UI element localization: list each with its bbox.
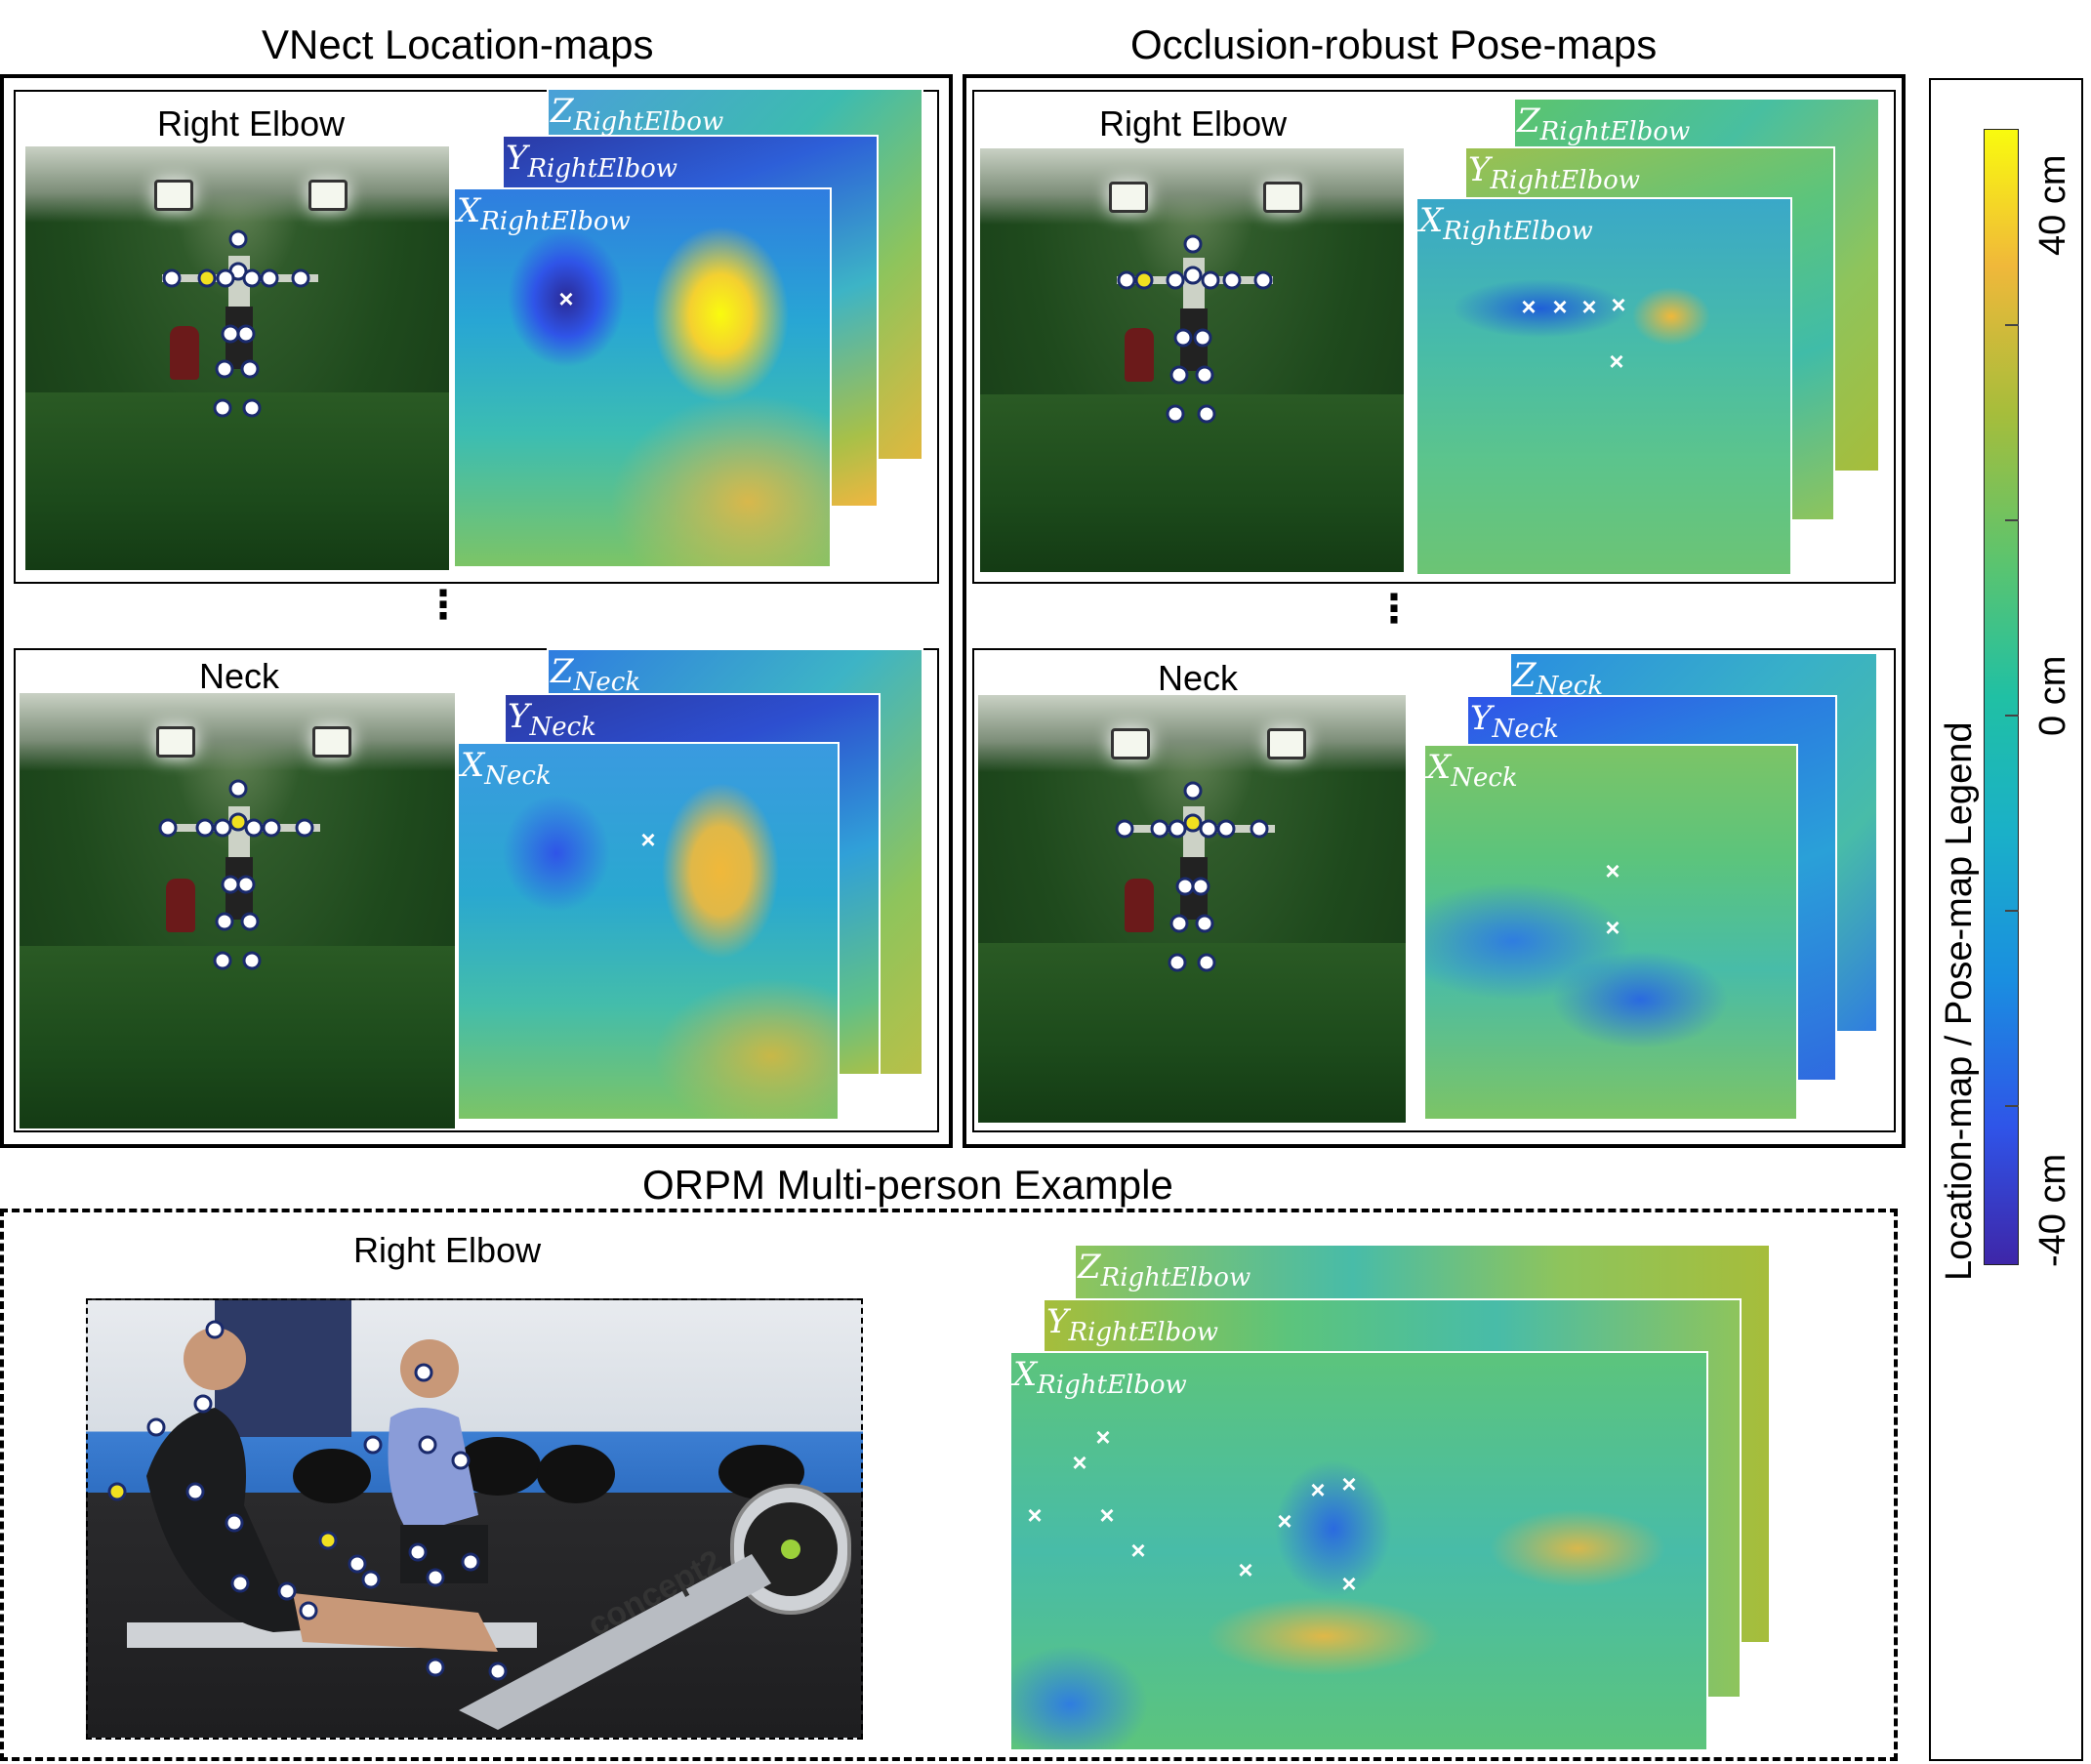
colorbar-tick bbox=[2005, 519, 2019, 521]
legend-title: Location-map / Pose-map Legend bbox=[1939, 721, 1980, 1281]
vnect-right-elbow-label: Right Elbow bbox=[157, 103, 346, 144]
multi-x-right-elbow-map: XRightElbow × × × × × × × × × × bbox=[1009, 1351, 1708, 1751]
vnect-section-title: VNect Location-maps bbox=[262, 21, 654, 67]
multi-section-title: ORPM Multi-person Example bbox=[642, 1162, 1173, 1208]
legend-mid-label: 0 cm bbox=[2032, 655, 2073, 736]
orpm-x-neck-map: XNeck × × bbox=[1423, 744, 1798, 1121]
multi-z-right-elbow-label: ZRightElbow bbox=[1078, 1248, 1251, 1292]
legend-min-label: -40 cm bbox=[2032, 1153, 2073, 1267]
orpm-right-elbow-marker: × bbox=[1552, 292, 1568, 321]
vnect-y-neck-label: YNeck bbox=[508, 697, 596, 742]
orpm-right-elbow-marker: × bbox=[1521, 292, 1537, 321]
vnect-x-neck-label: XNeck bbox=[461, 746, 552, 791]
orpm-right-elbow-marker: × bbox=[1609, 347, 1624, 376]
legend-box: 40 cm 0 cm -40 cm Location-map / Pose-ma… bbox=[1929, 78, 2083, 1761]
multi-right-elbow-marker: × bbox=[1027, 1500, 1043, 1530]
orpm-x-neck-label: XNeck bbox=[1427, 748, 1518, 793]
orpm-y-right-elbow-label: YRightElbow bbox=[1468, 150, 1641, 195]
orpm-right-elbow-subpanel: Right Elbow ZRi bbox=[972, 90, 1896, 584]
orpm-x-right-elbow-map: XRightElbow × × × × × bbox=[1415, 197, 1792, 576]
orpm-x-right-elbow-label: XRightElbow bbox=[1419, 201, 1593, 246]
vnect-neck-marker: × bbox=[640, 825, 656, 854]
colorbar bbox=[1984, 129, 2019, 1265]
colorbar-tick bbox=[2005, 324, 2019, 326]
vnect-x-neck-map: XNeck × bbox=[457, 742, 840, 1121]
vnect-right-elbow-photo bbox=[25, 146, 449, 570]
multi-right-elbow-marker: × bbox=[1095, 1422, 1111, 1452]
vnect-panel: Right Elbow bbox=[0, 74, 953, 1148]
multi-right-elbow-label: Right Elbow bbox=[353, 1230, 542, 1270]
colorbar-tick bbox=[2005, 715, 2019, 717]
orpm-right-elbow-marker: × bbox=[1581, 292, 1597, 321]
legend-max-label: 40 cm bbox=[2032, 154, 2073, 256]
multi-x-right-elbow-label: XRightElbow bbox=[1013, 1355, 1187, 1400]
multi-person-photo: concept2 bbox=[86, 1298, 863, 1740]
multi-right-elbow-marker: × bbox=[1341, 1469, 1357, 1498]
multi-right-elbow-marker: × bbox=[1099, 1500, 1115, 1530]
multi-right-elbow-marker: × bbox=[1310, 1475, 1326, 1504]
vnect-neck-photo bbox=[20, 693, 455, 1128]
orpm-panel: Right Elbow ZRi bbox=[963, 74, 1906, 1148]
vnect-right-elbow-marker: × bbox=[558, 284, 574, 313]
vnect-right-elbow-subpanel: Right Elbow bbox=[14, 88, 939, 584]
orpm-right-elbow-marker: × bbox=[1611, 290, 1626, 319]
orpm-neck-subpanel: Neck ZNeck bbox=[972, 648, 1896, 1132]
orpm-right-elbow-label: Right Elbow bbox=[1099, 103, 1288, 144]
orpm-neck-marker: × bbox=[1605, 913, 1620, 942]
multi-right-elbow-marker: × bbox=[1072, 1448, 1087, 1477]
orpm-right-elbow-photo bbox=[980, 148, 1404, 572]
vnect-z-neck-label: ZNeck bbox=[551, 652, 641, 697]
multi-right-elbow-marker: × bbox=[1341, 1569, 1357, 1598]
vnect-y-right-elbow-label: YRightElbow bbox=[506, 139, 678, 184]
multi-right-elbow-marker: × bbox=[1277, 1506, 1292, 1536]
multi-right-elbow-marker: × bbox=[1238, 1555, 1253, 1584]
vnect-x-right-elbow-label: XRightElbow bbox=[457, 191, 631, 236]
vnect-x-right-elbow-map: XRightElbow × bbox=[453, 187, 832, 568]
orpm-ellipsis: ⋮ bbox=[1374, 588, 1414, 631]
vnect-neck-label: Neck bbox=[199, 656, 280, 696]
orpm-neck-photo bbox=[978, 695, 1406, 1123]
vnect-z-right-elbow-label: ZRightElbow bbox=[551, 92, 724, 137]
vnect-neck-subpanel: Neck ZNeck bbox=[14, 648, 939, 1132]
multi-person-panel: Right Elbow concept2 bbox=[0, 1209, 1898, 1761]
vnect-ellipsis: ⋮ bbox=[424, 584, 463, 627]
multi-right-elbow-marker: × bbox=[1130, 1536, 1146, 1565]
colorbar-tick bbox=[2005, 1105, 2019, 1107]
orpm-neck-label: Neck bbox=[1158, 658, 1239, 698]
orpm-section-title: Occlusion-robust Pose-maps bbox=[1130, 21, 1658, 67]
multi-y-right-elbow-label: YRightElbow bbox=[1046, 1302, 1219, 1347]
orpm-neck-marker: × bbox=[1605, 856, 1620, 885]
colorbar-tick bbox=[2005, 910, 2019, 912]
orpm-z-right-elbow-label: ZRightElbow bbox=[1517, 102, 1691, 146]
orpm-y-neck-label: YNeck bbox=[1470, 699, 1559, 744]
